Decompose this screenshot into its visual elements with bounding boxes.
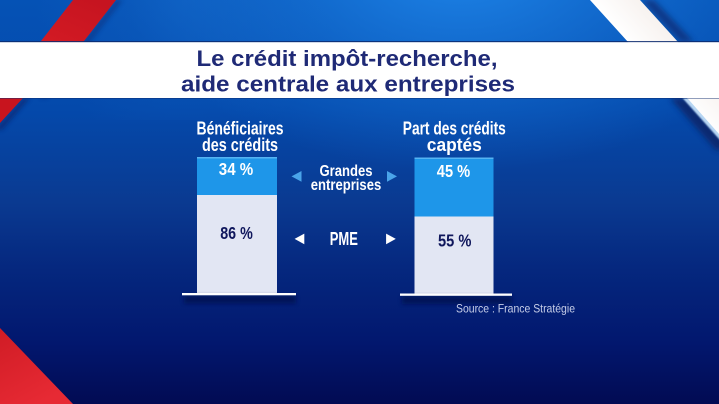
svg-text:aide centrale aux entreprises: aide centrale aux entreprises: [181, 72, 515, 97]
svg-text:34 %: 34 %: [219, 159, 254, 179]
svg-text:PME: PME: [330, 229, 358, 249]
svg-text:des crédits: des crédits: [202, 135, 278, 155]
svg-text:Grandes: Grandes: [320, 163, 373, 180]
svg-text:86 %: 86 %: [220, 223, 253, 243]
svg-text:entreprises: entreprises: [311, 177, 382, 194]
svg-text:55 %: 55 %: [438, 231, 472, 251]
svg-text:Source : France Stratégie: Source : France Stratégie: [456, 302, 575, 316]
svg-text:captés: captés: [427, 135, 482, 155]
svg-text:Part des crédits: Part des crédits: [403, 118, 506, 138]
svg-text:45 %: 45 %: [437, 161, 471, 181]
svg-text:Bénéficiaires: Bénéficiaires: [197, 118, 284, 138]
svg-text:Le crédit impôt-recherche,: Le crédit impôt-recherche,: [197, 46, 498, 71]
